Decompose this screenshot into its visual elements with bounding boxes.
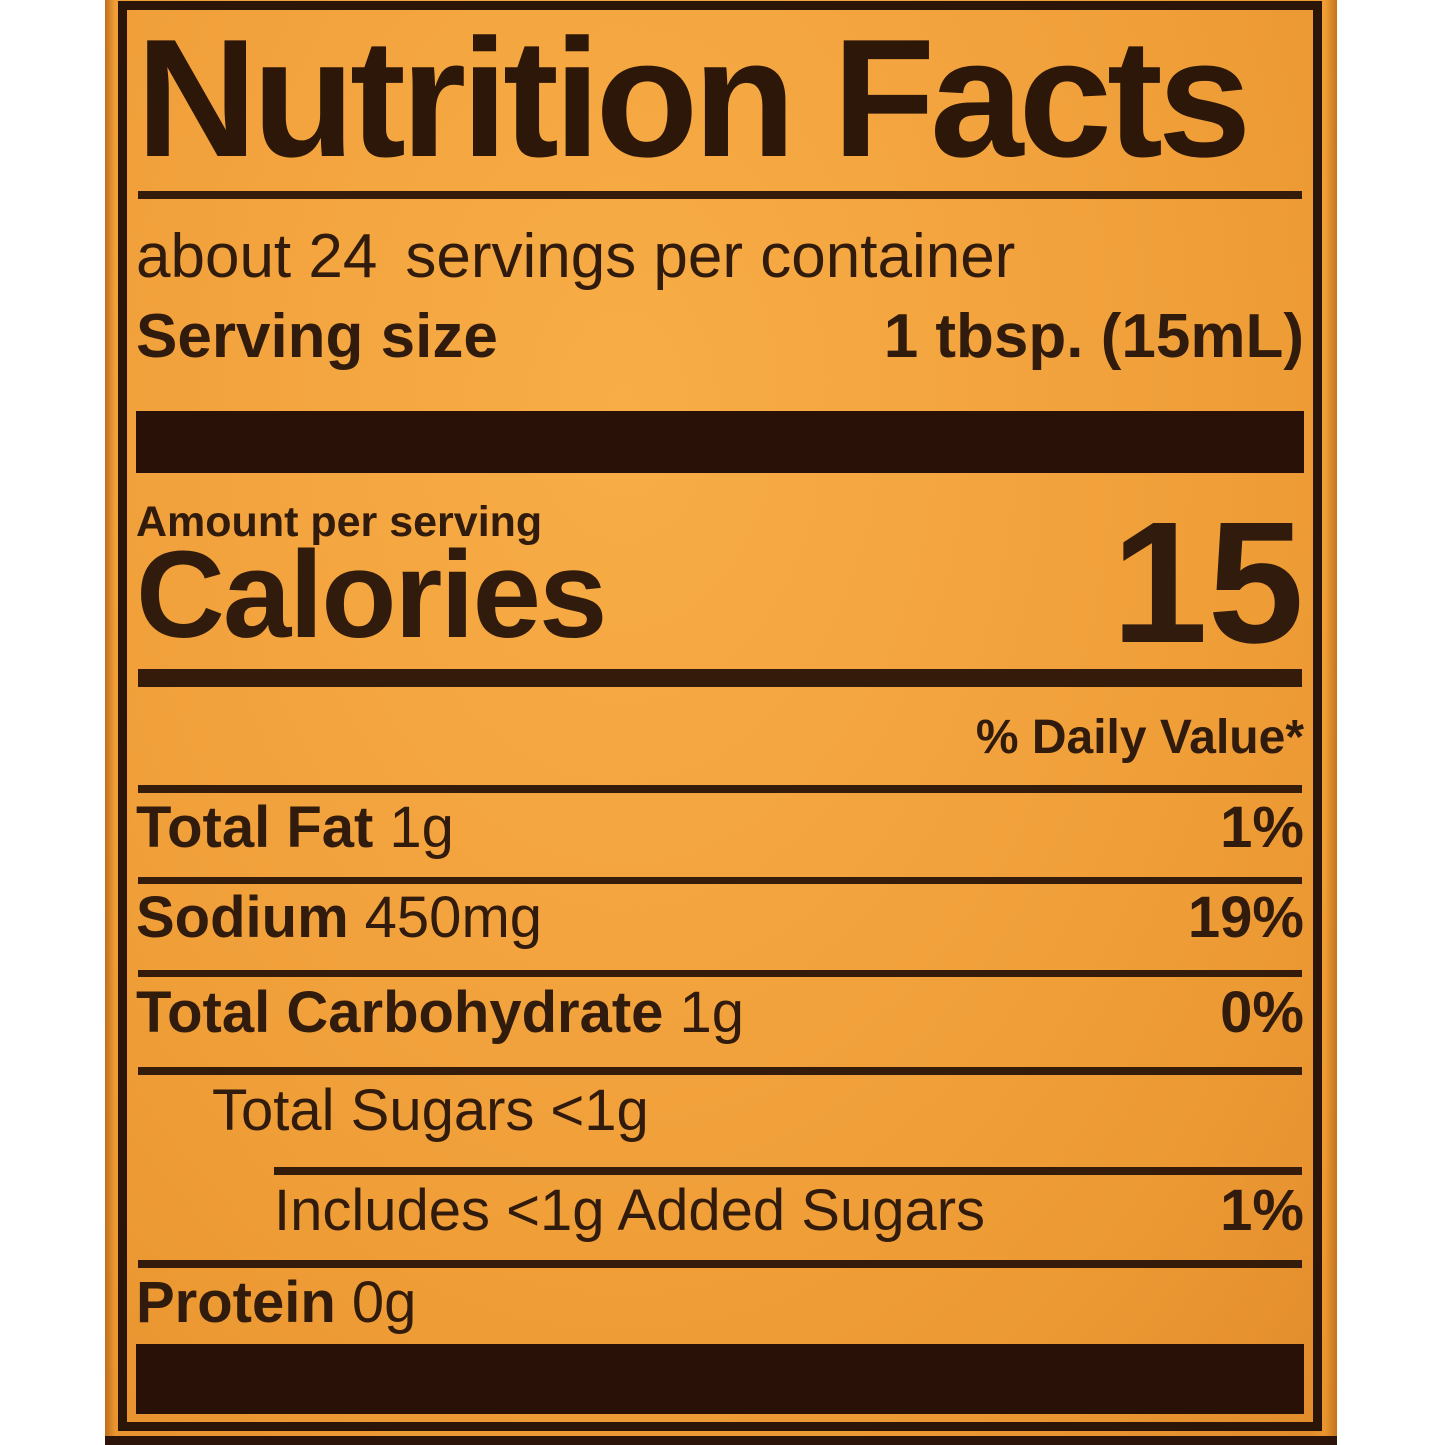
nutrient-name: Sodium	[136, 885, 349, 950]
servings-text: servings per container	[405, 222, 1016, 291]
daily-value-header: % Daily Value*	[975, 711, 1304, 764]
nutrient-row-protein: Protein 0g	[136, 1274, 1304, 1332]
nutrient-name: Total Sugars	[212, 1078, 535, 1143]
serving-size-label: Serving size	[136, 302, 498, 371]
nutrient-row-total-sugars: Total Sugars <1g	[136, 1082, 1304, 1140]
nutrient-daily-value: 1%	[1220, 1178, 1304, 1243]
nutrient-row-added-sugars: Includes <1g Added Sugars 1%	[136, 1182, 1304, 1240]
amount-per-serving-label: Amount per serving	[136, 498, 543, 546]
nutrient-row-total-carbohydrate: Total Carbohydrate 1g 0%	[136, 984, 1304, 1042]
nutrient-name-amount: Total Sugars <1g	[212, 1082, 649, 1140]
nutrition-label-content: Nutrition Facts about 24 servings per co…	[136, 10, 1304, 1422]
thick-separator-bar-top	[136, 411, 1304, 473]
nutrient-amount: <1g	[550, 1078, 649, 1143]
nutrient-name: Protein	[136, 1270, 336, 1335]
divider-indented	[274, 1167, 1302, 1175]
divider	[138, 877, 1302, 884]
divider	[138, 785, 1302, 793]
nutrient-amount: 1g	[389, 795, 454, 860]
servings-quantity: about 24	[136, 222, 378, 291]
photo-crop-edge	[105, 1436, 1337, 1445]
servings-per-container-line: about 24 servings per container	[136, 226, 1304, 288]
calories-value: 15	[1111, 485, 1304, 679]
thick-separator-bar-bottom	[136, 1344, 1304, 1414]
nutrient-row-sodium: Sodium 450mg 19%	[136, 889, 1304, 947]
calories-label: Calories	[136, 527, 607, 664]
divider-under-calories	[138, 669, 1302, 687]
divider	[138, 970, 1302, 977]
nutrient-amount: 0g	[351, 1270, 417, 1335]
nutrition-facts-title: Nutrition Facts	[136, 4, 1251, 192]
nutrient-amount: 450mg	[364, 885, 543, 950]
serving-size-value: 1 tbsp. (15mL)	[883, 302, 1304, 371]
divider	[138, 1260, 1302, 1268]
nutrient-row-total-fat: Total Fat 1g 1%	[136, 799, 1304, 857]
nutrient-amount: 1g	[679, 980, 744, 1045]
serving-size-line: Serving size 1 tbsp. (15mL)	[136, 306, 1304, 368]
nutrient-name-amount: Sodium 450mg	[136, 889, 542, 947]
nutrition-label-border: Nutrition Facts about 24 servings per co…	[118, 1, 1322, 1431]
nutrient-name: Total Carbohydrate	[136, 980, 664, 1045]
nutrient-name: Total Fat	[136, 795, 374, 860]
label-photo: Nutrition Facts about 24 servings per co…	[105, 0, 1337, 1445]
divider	[138, 1067, 1302, 1075]
nutrient-name-amount: Total Carbohydrate 1g	[136, 984, 744, 1042]
nutrient-name-amount: Protein 0g	[136, 1274, 416, 1332]
nutrient-daily-value: 19%	[1187, 885, 1304, 950]
divider-under-title	[138, 191, 1302, 199]
nutrient-name-amount: Total Fat 1g	[136, 799, 454, 857]
nutrient-daily-value: 1%	[1220, 795, 1304, 860]
nutrient-daily-value: 0%	[1220, 980, 1304, 1045]
nutrient-name: Includes <1g Added Sugars	[274, 1178, 986, 1243]
